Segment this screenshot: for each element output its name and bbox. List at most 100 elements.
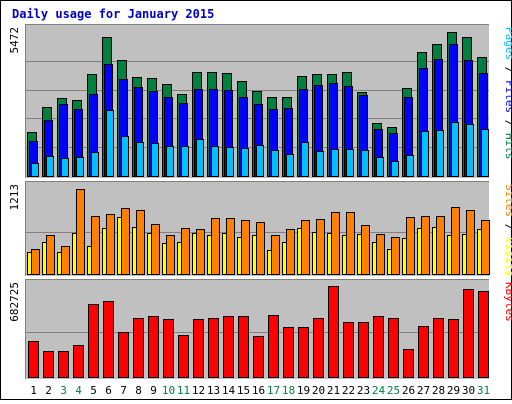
x-tick-label-3: 3 — [60, 384, 67, 397]
bar-pages-4 — [76, 157, 84, 177]
bar-kbytes-31 — [478, 291, 489, 378]
bar-pages-24 — [376, 157, 384, 177]
bar-sites-6 — [106, 214, 115, 275]
bar-kbytes-25 — [388, 318, 399, 378]
x-tick-label-28: 28 — [432, 384, 445, 397]
panel-2: 1213 Sites / Visits — [8, 181, 512, 277]
x-tick-label-24: 24 — [372, 384, 386, 397]
x-tick-label-21: 21 — [327, 384, 340, 397]
bar-pages-30 — [466, 124, 474, 177]
bar-sites-1 — [31, 249, 40, 275]
bar-sites-10 — [166, 235, 175, 275]
x-tick-label-17: 17 — [267, 384, 280, 397]
bar-sites-24 — [376, 234, 385, 275]
bar-sites-20 — [316, 219, 325, 275]
bar-pages-19 — [301, 142, 309, 177]
x-tick-label-30: 30 — [462, 384, 475, 397]
x-tick-label-23: 23 — [357, 384, 370, 397]
bar-pages-1 — [31, 163, 39, 177]
bar-sites-14 — [226, 218, 235, 275]
legend-entry: Hits — [503, 133, 512, 160]
bar-sites-17 — [271, 235, 280, 275]
bar-pages-23 — [361, 150, 369, 177]
bar-sites-23 — [361, 225, 370, 275]
bar-kbytes-13 — [208, 318, 219, 378]
bar-sites-22 — [346, 212, 355, 275]
x-tick-label-9: 9 — [150, 384, 157, 397]
chart-title: Daily usage for January 2015 — [12, 7, 214, 21]
bar-pages-31 — [481, 129, 489, 177]
bar-pages-14 — [226, 147, 234, 177]
bar-sites-7 — [121, 208, 130, 275]
x-tick-label-29: 29 — [447, 384, 460, 397]
bar-sites-18 — [286, 229, 295, 275]
bar-kbytes-26 — [403, 349, 414, 378]
bar-kbytes-14 — [223, 316, 234, 378]
legend-entry: / — [503, 113, 512, 133]
bar-kbytes-2 — [43, 351, 54, 378]
x-tick-label-31: 31 — [477, 384, 490, 397]
bar-sites-5 — [91, 216, 100, 275]
legend-entry: / — [503, 60, 512, 80]
legend-entry: Visits — [503, 237, 512, 277]
bar-kbytes-20 — [313, 318, 324, 378]
bar-kbytes-1 — [28, 341, 39, 378]
bar-sites-28 — [436, 216, 445, 275]
bar-kbytes-27 — [418, 326, 429, 378]
bar-sites-31 — [481, 220, 490, 275]
bar-sites-27 — [421, 216, 430, 275]
x-tick-label-7: 7 — [120, 384, 127, 397]
bar-sites-30 — [466, 210, 475, 275]
x-tick-label-1: 1 — [30, 384, 37, 397]
chart-panels: 5472 Pages / Files / Hits 1213 Sites / Visi… — [8, 24, 512, 380]
x-tick-label-4: 4 — [75, 384, 82, 397]
x-tick-label-22: 22 — [342, 384, 355, 397]
x-axis-labels: 1 2 3 4 5 6 7 8 9 10 11 12 13 14 15 16 17 18 19 20 21 22 23 24 2… — [30, 384, 490, 397]
y-max-label: 682725 — [8, 282, 21, 322]
bar-pages-8 — [136, 142, 144, 177]
panel-legend: Sites / Visits — [503, 184, 512, 277]
bar-pages-22 — [346, 149, 354, 177]
x-tick-label-19: 19 — [297, 384, 310, 397]
x-tick-label-13: 13 — [207, 384, 220, 397]
panel-1: 5472 Pages / Files / Hits — [8, 24, 512, 179]
bar-kbytes-6 — [103, 301, 114, 378]
bar-kbytes-23 — [358, 322, 369, 378]
bar-pages-20 — [316, 151, 324, 177]
x-tick-label-26: 26 — [402, 384, 415, 397]
bar-kbytes-28 — [433, 318, 444, 378]
bar-kbytes-16 — [253, 336, 264, 378]
bar-sites-13 — [211, 218, 220, 275]
bar-kbytes-8 — [133, 318, 144, 378]
bar-sites-4 — [76, 189, 85, 275]
bar-pages-15 — [241, 148, 249, 177]
bar-pages-11 — [181, 146, 189, 177]
x-tick-label-18: 18 — [282, 384, 295, 397]
bar-kbytes-12 — [193, 319, 204, 378]
bar-kbytes-29 — [448, 319, 459, 378]
bar-sites-2 — [46, 235, 55, 275]
bar-pages-29 — [451, 122, 459, 177]
series-files — [29, 44, 488, 177]
panel-legend: Pages / Files / Hits — [503, 27, 512, 160]
bar-pages-10 — [166, 146, 174, 177]
bar-kbytes-30 — [463, 289, 474, 378]
bar-kbytes-9 — [148, 316, 159, 378]
bar-sites-9 — [151, 224, 160, 275]
x-tick-label-27: 27 — [417, 384, 430, 397]
bar-sites-3 — [61, 246, 70, 275]
x-tick-label-12: 12 — [192, 384, 205, 397]
x-tick-label-25: 25 — [387, 384, 400, 397]
bar-pages-27 — [421, 131, 429, 177]
x-tick-label-15: 15 — [237, 384, 250, 397]
x-tick-label-5: 5 — [90, 384, 97, 397]
bar-sites-25 — [391, 237, 400, 275]
x-tick-label-10: 10 — [162, 384, 175, 397]
bar-pages-3 — [61, 158, 69, 177]
bar-sites-11 — [181, 228, 190, 275]
bar-kbytes-5 — [88, 304, 99, 378]
x-tick-label-20: 20 — [312, 384, 325, 397]
bar-pages-5 — [91, 152, 99, 177]
series-kbytes — [28, 286, 489, 378]
